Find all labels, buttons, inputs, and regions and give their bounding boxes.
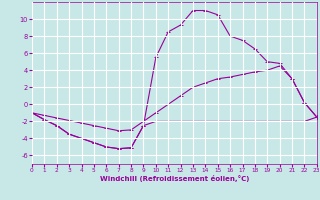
X-axis label: Windchill (Refroidissement éolien,°C): Windchill (Refroidissement éolien,°C) [100, 175, 249, 182]
